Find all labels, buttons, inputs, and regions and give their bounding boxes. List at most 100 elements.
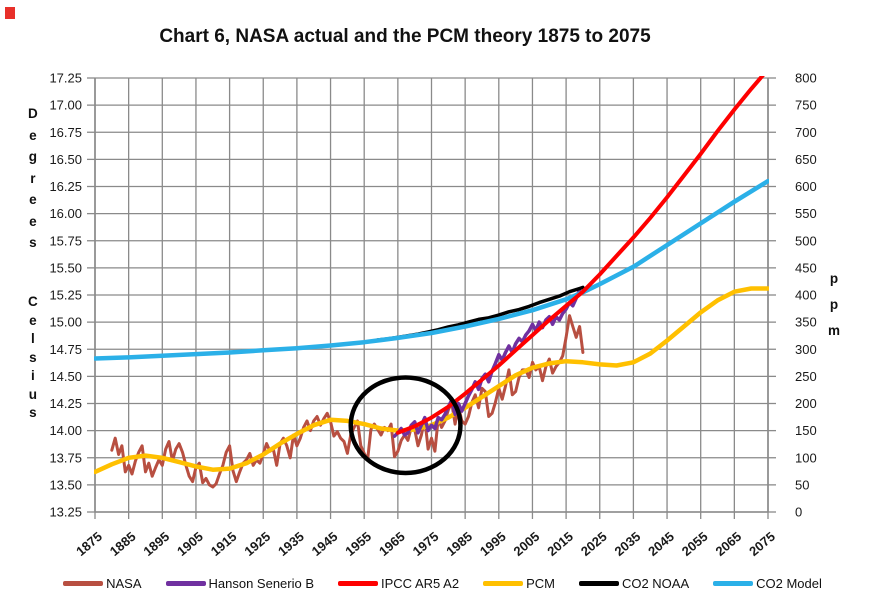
legend-item-co2-model: CO2 Model	[713, 576, 822, 591]
axis-letter: e	[29, 213, 37, 229]
axis-letter: r	[30, 170, 36, 186]
x-axis-tick-label: 2005	[511, 529, 543, 559]
axis-letter: C	[28, 294, 38, 309]
axis-letter: l	[30, 331, 35, 346]
left-axis-tick-label: 17.25	[49, 71, 82, 86]
left-axis-tick-label: 16.25	[49, 179, 82, 194]
legend-item-pcm: PCM	[483, 576, 555, 591]
left-axis-tick-label: 14.25	[49, 396, 82, 411]
legend-item-hanson-senerio-b: Hanson Senerio B	[165, 576, 315, 591]
x-axis-tick-label: 2045	[645, 529, 677, 559]
x-axis-tick-label: 1995	[477, 529, 509, 559]
legend-label-nasa: NASA	[106, 576, 142, 591]
x-axis-tick-label: 2065	[712, 529, 744, 559]
left-axis-tick-label: 15.00	[49, 315, 82, 330]
axis-letter: p	[829, 297, 839, 312]
legend-label-ipcc-ar5-a2: IPCC AR5 A2	[381, 576, 460, 591]
axis-letter: i	[30, 368, 35, 383]
x-axis-tick-label: 1935	[275, 529, 307, 559]
legend-label-co2-noaa: CO2 NOAA	[621, 576, 690, 591]
x-axis-tick-label: 2035	[612, 529, 644, 559]
legend-swatch-co2-noaa	[578, 581, 619, 586]
legend-swatch-pcm	[483, 581, 524, 586]
axis-letter: g	[28, 149, 37, 164]
annotation-circle	[348, 375, 463, 476]
axis-letter: m	[828, 323, 841, 338]
chart-legend: NASA Hanson Senerio B IPCC AR5 A2 PCM CO2 NO…	[0, 576, 885, 591]
axis-letter: e	[29, 192, 37, 207]
legend-swatch-hanson-senerio-b	[165, 581, 206, 586]
series-line-ipcc-ar5-a2	[395, 76, 765, 435]
right-axis-tick-label: 800	[795, 71, 817, 86]
right-axis-tick-label: 550	[795, 206, 817, 221]
legend-swatch-ipcc-ar5-a2	[338, 581, 379, 586]
left-axis-tick-label: 17.00	[49, 98, 82, 113]
left-axis-tick-label: 13.75	[49, 450, 82, 465]
right-axis-tick-label: 700	[795, 125, 817, 140]
stray-red-mark	[5, 7, 15, 19]
right-axis-tick-label: 300	[795, 342, 817, 357]
axis-letter: s	[29, 235, 37, 250]
legend-swatch-co2-model	[713, 581, 754, 586]
right-axis-tick-label: 500	[795, 233, 817, 248]
legend-item-nasa: NASA	[63, 576, 142, 591]
right-axis-tick-label: 150	[795, 423, 817, 438]
right-axis-tick-label: 100	[795, 450, 817, 465]
right-axis-tick-label: 400	[795, 288, 817, 303]
axis-letter: s	[29, 405, 37, 420]
right-axis-tick-label: 350	[795, 315, 817, 330]
right-axis-tick-label: 650	[795, 152, 817, 167]
x-axis-tick-label: 1945	[309, 529, 341, 559]
legend-label-hanson-senerio-b: Hanson Senerio B	[208, 576, 315, 591]
right-axis-tick-label: 250	[795, 369, 817, 384]
x-axis-tick-label: 1895	[140, 529, 172, 559]
left-axis-tick-label: 16.00	[49, 206, 82, 221]
x-axis-tick-label: 1985	[443, 529, 475, 559]
right-axis-tick-label: 200	[795, 396, 817, 411]
left-axis-tick-label: 16.50	[49, 152, 82, 167]
x-axis-tick-label: 2015	[544, 529, 576, 559]
left-axis-tick-label: 14.75	[49, 342, 82, 357]
left-axis-tick-label: 15.25	[49, 288, 82, 303]
x-axis-tick-label: 1875	[73, 529, 105, 559]
left-axis-tick-label: 13.50	[49, 477, 82, 492]
legend-swatch-nasa	[63, 581, 104, 586]
legend-label-pcm: PCM	[526, 576, 555, 591]
x-axis-tick-label: 1885	[107, 529, 139, 559]
axis-letter: p	[829, 271, 839, 286]
right-axis-tick-label: 50	[795, 477, 809, 492]
x-axis-tick-label: 1975	[410, 529, 442, 559]
x-axis-tick-label: 1965	[376, 529, 408, 559]
left-axis-tick-label: 13.25	[49, 505, 82, 520]
right-axis-tick-label: 0	[795, 505, 802, 520]
x-axis-tick-label: 2055	[679, 529, 711, 559]
x-axis-tick-label: 1905	[174, 529, 206, 559]
x-axis-tick-label: 2075	[746, 529, 778, 559]
left-axis-tick-label: 15.75	[49, 233, 82, 248]
x-axis-tick-label: 1925	[241, 529, 273, 559]
axis-letter: D	[28, 106, 38, 121]
x-axis-tick-label: 1955	[342, 529, 374, 559]
left-axis-tick-label: 16.75	[49, 125, 82, 140]
right-axis-tick-label: 750	[795, 98, 817, 113]
series-line-nasa	[110, 314, 585, 489]
left-axis-tick-label: 15.50	[49, 260, 82, 275]
axis-letter: s	[29, 349, 37, 365]
legend-item-co2-noaa: CO2 NOAA	[578, 576, 690, 591]
x-axis-tick-label: 1915	[208, 529, 240, 559]
series-line-co2-model	[94, 178, 769, 361]
legend-item-ipcc-ar5-a2: IPCC AR5 A2	[338, 576, 459, 591]
axis-letter: e	[29, 127, 37, 143]
right-axis-tick-label: 450	[795, 260, 817, 275]
x-axis-tick-label: 2025	[578, 529, 610, 559]
axis-letter: u	[28, 386, 37, 402]
right-axis-tick-label: 600	[795, 179, 817, 194]
axis-letter: e	[29, 312, 37, 328]
left-axis-tick-label: 14.00	[49, 423, 82, 438]
chart-title: Chart 6, NASA actual and the PCM theory …	[159, 26, 651, 47]
